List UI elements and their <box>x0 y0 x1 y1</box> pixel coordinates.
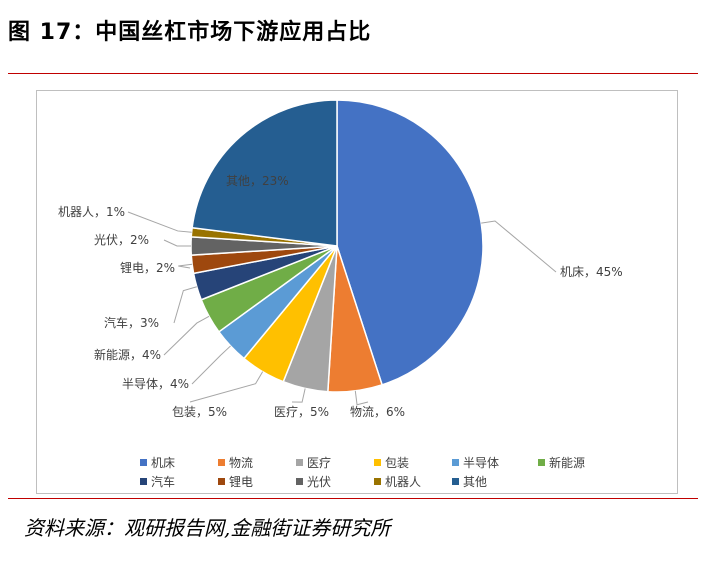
legend-swatch <box>218 459 225 466</box>
legend-label: 光伏 <box>307 475 331 489</box>
source-note: 资料来源：观研报告网,金融街证券研究所 <box>24 516 391 540</box>
title-divider <box>8 73 698 74</box>
slice-label: 汽车，3% <box>104 315 159 330</box>
legend-swatch <box>374 478 381 485</box>
legend-label: 物流 <box>229 456 253 470</box>
slice-label: 半导体，4% <box>122 377 189 391</box>
legend-label: 医疗 <box>307 456 331 470</box>
leader-line <box>189 371 264 403</box>
slice-label: 医疗，5% <box>274 405 329 419</box>
pie-slice <box>336 99 484 386</box>
legend-swatch <box>140 478 147 485</box>
legend-swatch <box>374 459 381 466</box>
slice-label: 其他，23% <box>226 174 289 188</box>
pie-slice <box>191 99 338 247</box>
legend-swatch <box>452 459 459 466</box>
leader-line <box>163 315 210 356</box>
legend-swatch <box>296 478 303 485</box>
legend-swatch <box>538 459 545 466</box>
leader-line <box>191 345 231 385</box>
legend-swatch <box>140 459 147 466</box>
legend-label: 锂电 <box>229 474 253 489</box>
slice-label: 新能源，4% <box>94 347 161 362</box>
legend-swatch <box>452 478 459 485</box>
leader-line <box>127 211 192 233</box>
slice-label: 机床，45% <box>560 265 623 279</box>
slice-label: 光伏，2% <box>94 233 149 247</box>
legend-label: 包装 <box>385 456 409 470</box>
legend-label: 新能源 <box>549 455 585 470</box>
leader-line <box>163 239 191 247</box>
legend-label: 汽车 <box>151 474 175 489</box>
source-divider <box>8 498 698 499</box>
legend-swatch <box>218 478 225 485</box>
legend-label: 半导体 <box>463 456 499 470</box>
leader-line <box>354 390 369 406</box>
leader-line <box>481 220 557 273</box>
legend-swatch <box>296 459 303 466</box>
chart-title: 图 17：中国丝杠市场下游应用占比 <box>8 20 372 45</box>
legend-label: 其他 <box>463 475 487 489</box>
leader-line <box>291 388 306 403</box>
slice-label: 物流，6% <box>350 405 405 419</box>
legend-label: 机床 <box>151 456 175 470</box>
slice-label: 包装，5% <box>172 405 227 419</box>
slice-label: 锂电，2% <box>120 260 175 275</box>
slice-label: 机器人，1% <box>58 205 125 219</box>
legend-label: 机器人 <box>385 475 421 489</box>
leader-line <box>178 263 193 269</box>
leader-line <box>173 286 197 324</box>
